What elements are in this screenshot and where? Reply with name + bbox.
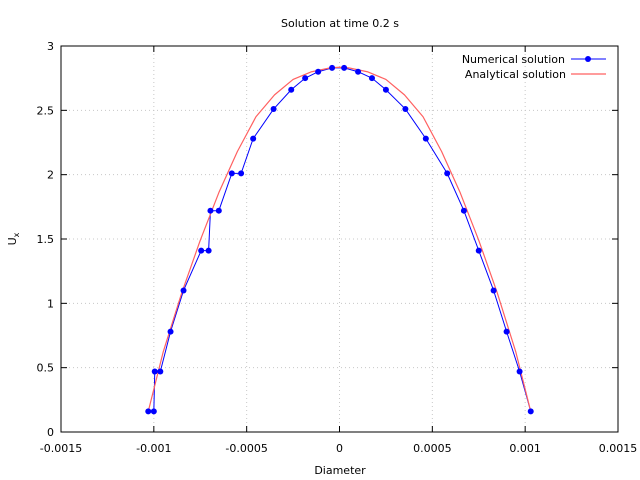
x-tick-label: 0 [336,442,343,455]
x-tick-label: -0.001 [136,442,171,455]
data-point-numerical [341,64,348,71]
x-tick-label: 0.0015 [599,442,638,455]
data-point-numerical [527,408,534,415]
data-point-numerical [180,287,187,294]
data-point-numerical [288,86,295,93]
y-tick-label: 1.5 [37,233,55,246]
x-axis-label: Diameter [314,464,366,477]
data-point-numerical [198,247,205,254]
data-point-numerical [167,328,174,335]
data-point-numerical [270,106,277,113]
data-point-numerical [205,247,212,254]
tick-labels: -0.0015 -0.001 -0.0005 0 0.0005 0.001 0.0015 0 0… [37,40,638,455]
ticks [60,45,619,433]
y-axis-label-subscript: x [12,232,21,237]
x-tick-label: 0.0005 [413,442,452,455]
data-point-numerical [151,368,158,375]
y-tick-label: 3 [47,40,54,53]
data-point-numerical [145,408,152,415]
data-point-numerical [329,64,336,71]
legend: Numerical solution Analytical solution [462,53,606,81]
data-point-numerical [422,135,429,142]
data-point-numerical [382,86,389,93]
x-tick-label: -0.0015 [40,442,82,455]
legend-marker-numerical [585,56,591,62]
legend-label-numerical: Numerical solution [462,53,565,66]
data-point-numerical [475,247,482,254]
y-tick-label: 1 [47,297,54,310]
y-tick-label: 0.5 [37,362,55,375]
data-point-numerical [250,135,257,142]
data-point-numerical [368,75,375,82]
y-tick-label: 0 [47,426,54,439]
data-point-numerical [355,68,362,75]
svg-text:Ux: Ux [6,232,21,245]
legend-label-analytical: Analytical solution [465,68,566,81]
y-tick-label: 2 [47,169,54,182]
y-axis-label: Ux [6,232,21,245]
data-point-numerical [157,368,164,375]
data-point-numerical [302,75,309,82]
data-point-numerical [207,207,214,214]
x-tick-label: -0.0005 [225,442,267,455]
data-point-numerical [228,170,235,177]
data-point-numerical [516,368,523,375]
legend-entry-analytical: Analytical solution [465,68,606,81]
data-point-numerical [215,207,222,214]
data-point-numerical [460,207,467,214]
y-tick-label: 2.5 [37,104,55,117]
legend-entry-numerical: Numerical solution [462,53,606,66]
data-point-numerical [444,170,451,177]
data-point-numerical [315,68,322,75]
x-tick-label: 0.001 [509,442,541,455]
grid [61,46,618,432]
data-point-numerical [402,106,409,113]
series-line-analytical [147,66,532,412]
data-point-numerical [150,408,157,415]
data-point-numerical [490,287,497,294]
data-point-numerical [503,328,510,335]
y-axis-label-main: U [6,237,19,245]
data-point-numerical [238,170,245,177]
chart-title: Solution at time 0.2 s [281,17,399,30]
series-layer [145,64,534,415]
